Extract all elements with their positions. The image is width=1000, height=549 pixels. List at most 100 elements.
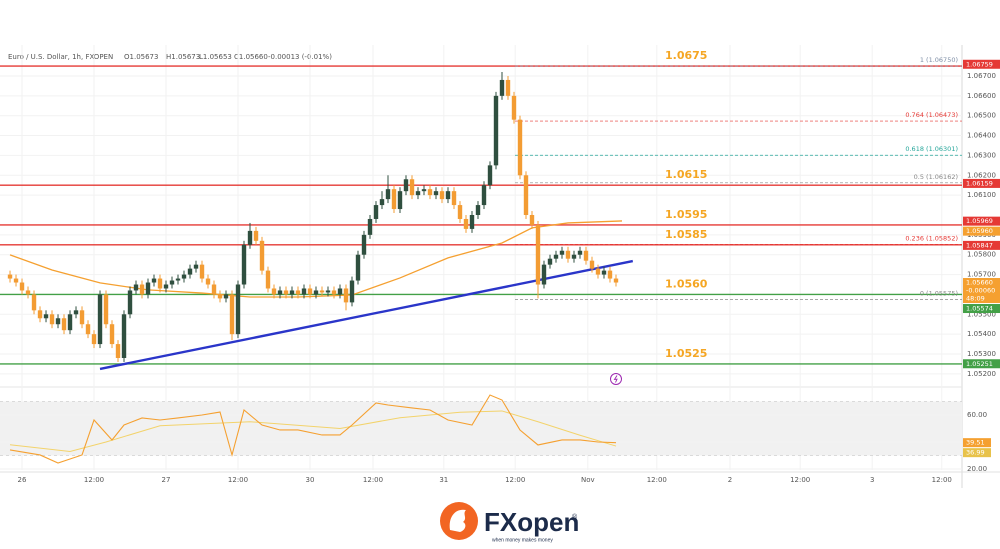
- brand-mark: ®: [572, 513, 578, 521]
- candle-body: [61, 318, 67, 331]
- level-label: 1.0615: [665, 168, 707, 181]
- price-tag-detail: -0.00060: [966, 287, 995, 295]
- candle-body: [271, 288, 277, 295]
- price-tag-label: 1.06159: [966, 179, 993, 187]
- candle-body: [565, 250, 571, 259]
- candle-body: [427, 189, 433, 196]
- candle-body: [85, 324, 91, 335]
- candle-body: [517, 119, 523, 176]
- candle-body: [481, 185, 487, 206]
- candle-body: [289, 290, 295, 295]
- candle-body: [499, 79, 505, 96]
- candle-body: [385, 189, 391, 200]
- grid: [0, 45, 962, 470]
- price-tag: [963, 226, 1000, 236]
- x-tick-label: 12:00: [932, 476, 952, 484]
- level-label: 1.0595: [665, 208, 707, 221]
- y-tick-label: 1.05800: [967, 251, 996, 259]
- ohlc-value: C1.05660: [234, 53, 268, 61]
- ohlc-value: -0.00013 (-0.01%): [268, 53, 332, 61]
- candle-body: [241, 244, 247, 285]
- x-tick-label: 12:00: [647, 476, 667, 484]
- level-label: 1.0675: [665, 49, 707, 62]
- price-tag: [963, 216, 1000, 226]
- candle-body: [277, 290, 283, 295]
- candle-body: [109, 324, 115, 345]
- axes: 26 12:00 27 12:00 30 12:00 31 12:00 Nov 12:00 2 12:…: [18, 49, 1000, 484]
- candle-body: [577, 250, 583, 255]
- candles: [7, 72, 619, 362]
- price-tag: [963, 278, 1000, 304]
- moving-average: [9, 220, 623, 298]
- candle-body: [205, 278, 211, 285]
- candle-body: [553, 254, 559, 259]
- candle-body: [139, 284, 145, 295]
- candle-body: [535, 224, 541, 285]
- y-tick-label: 1.06700: [967, 72, 996, 80]
- candle-body: [529, 215, 535, 225]
- candle-body: [397, 191, 403, 210]
- candle-body: [451, 191, 457, 206]
- candle-body: [31, 294, 37, 311]
- level-label: 1.0525: [665, 347, 707, 360]
- candle-body: [547, 258, 553, 265]
- candle-body: [301, 288, 307, 295]
- event-icon[interactable]: [610, 373, 622, 385]
- candle-body: [445, 191, 451, 200]
- brand-tagline: when money makes money: [492, 537, 553, 543]
- candle-body: [73, 310, 79, 315]
- candle-body: [121, 314, 127, 358]
- candle-body: [37, 310, 43, 319]
- y-tick-label: 1.06300: [967, 151, 996, 159]
- candle-body: [541, 264, 547, 285]
- candle-body: [337, 288, 343, 295]
- candle-body: [253, 230, 259, 241]
- logo: FXopen ® when money makes money: [440, 502, 579, 543]
- candle-body: [319, 290, 325, 293]
- candle-body: [379, 199, 385, 206]
- candle-body: [115, 344, 121, 358]
- candle-body: [433, 191, 439, 196]
- candle-body: [133, 284, 139, 291]
- candle-body: [493, 95, 499, 166]
- candle-body: [103, 294, 109, 325]
- candle-body: [307, 288, 313, 295]
- chart-title: Euro / U.S. Dollar, 1h, FXOPEN: [8, 53, 113, 61]
- rsi-tick-label: 60.00: [967, 411, 987, 419]
- candle-body: [283, 290, 289, 295]
- price-tag-label: 1.05960: [966, 227, 993, 235]
- candle-body: [187, 268, 193, 275]
- candle-body: [349, 280, 355, 303]
- candle-body: [355, 254, 361, 281]
- rsi-line: [9, 394, 617, 464]
- y-tick-label: 1.05200: [967, 370, 996, 378]
- candle-body: [217, 294, 223, 299]
- candle-body: [193, 264, 199, 269]
- price-tag-label: 1.06759: [966, 60, 993, 68]
- event-icon-bolt: [613, 375, 618, 383]
- ohlc-value: H1.05673: [166, 53, 200, 61]
- candle-body: [79, 310, 85, 325]
- candle-body: [295, 290, 301, 295]
- candle-body: [157, 278, 163, 289]
- fib-label: 0.236 (1.05852): [905, 234, 958, 242]
- fib-label: 0.5 (1.06162): [914, 173, 958, 181]
- y-tick-label: 1.06100: [967, 191, 996, 199]
- price-tag-label: 1.05251: [966, 360, 993, 368]
- candle-body: [583, 250, 589, 261]
- y-tick-label: 1.05300: [967, 350, 996, 358]
- level-label: 1.0560: [665, 277, 708, 290]
- x-tick-label: 27: [162, 476, 171, 484]
- candle-body: [151, 278, 157, 283]
- candle-body: [181, 274, 187, 279]
- candle-body: [67, 314, 73, 331]
- brand-name: FXopen: [484, 507, 579, 537]
- price-tag-label: 1.05847: [966, 241, 993, 249]
- candle-body: [331, 290, 337, 295]
- x-tick-label: 12:00: [84, 476, 104, 484]
- candle-body: [571, 254, 577, 259]
- x-tick-label: 2: [728, 476, 732, 484]
- x-tick-label: 12:00: [505, 476, 525, 484]
